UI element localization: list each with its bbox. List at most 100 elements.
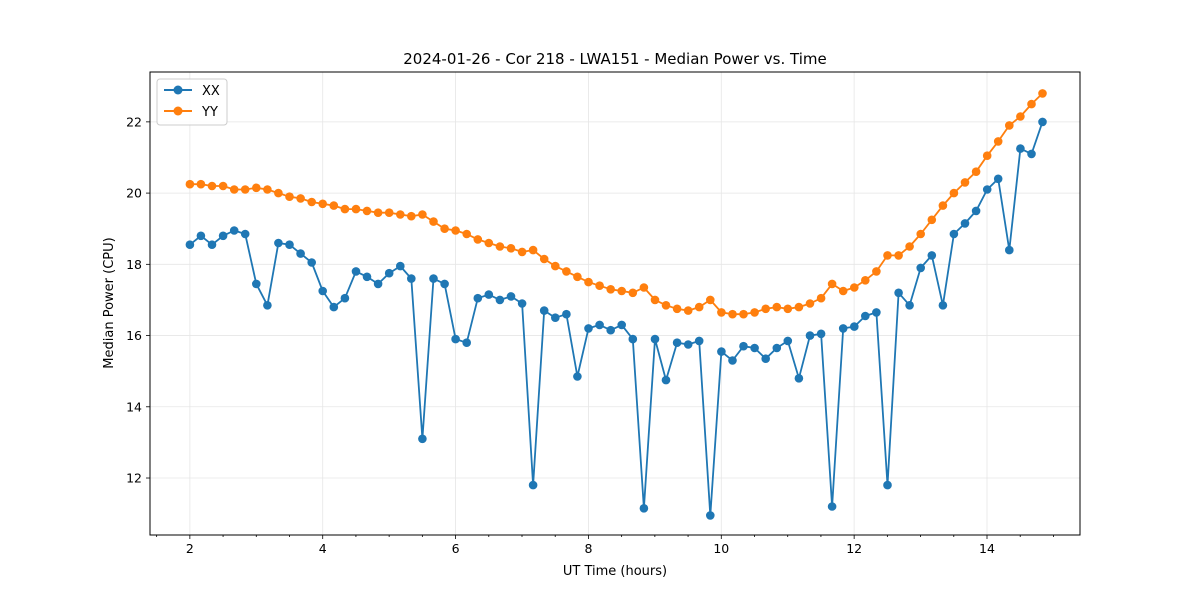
data-point-yy bbox=[285, 192, 294, 201]
data-point-xx bbox=[827, 502, 837, 511]
data-point-xx bbox=[329, 302, 339, 312]
data-point-xx bbox=[838, 324, 848, 333]
data-point-yy bbox=[772, 302, 782, 312]
data-point-xx bbox=[584, 324, 593, 333]
data-point-yy bbox=[329, 201, 339, 210]
data-point-xx bbox=[218, 231, 228, 241]
data-point-yy bbox=[451, 226, 460, 235]
x-axis-label: UT Time (hours) bbox=[563, 564, 667, 579]
data-point-yy bbox=[539, 254, 549, 264]
data-point-yy bbox=[905, 242, 914, 251]
data-point-xx bbox=[307, 258, 317, 267]
data-point-xx bbox=[451, 334, 460, 344]
data-point-yy bbox=[340, 204, 350, 214]
series-yy bbox=[185, 89, 1047, 319]
data-point-xx bbox=[407, 274, 416, 283]
data-point-xx bbox=[285, 240, 294, 249]
data-point-xx bbox=[617, 320, 626, 330]
data-point-xx bbox=[473, 293, 483, 303]
data-point-yy bbox=[717, 308, 726, 317]
data-point-yy bbox=[562, 267, 571, 276]
data-point-yy bbox=[949, 188, 959, 198]
x-tick-label: 14 bbox=[979, 541, 995, 556]
data-point-xx bbox=[207, 240, 217, 249]
data-point-yy bbox=[838, 286, 848, 296]
data-point-yy bbox=[617, 286, 626, 296]
data-point-yy bbox=[861, 276, 870, 285]
data-point-yy bbox=[850, 283, 859, 292]
data-point-yy bbox=[728, 309, 737, 319]
data-point-xx bbox=[606, 325, 615, 335]
data-point-yy bbox=[429, 217, 438, 226]
data-point-xx bbox=[694, 336, 704, 346]
data-point-yy bbox=[263, 185, 272, 194]
data-point-yy bbox=[517, 247, 527, 257]
data-point-yy bbox=[639, 283, 649, 292]
x-tick-label: 2 bbox=[186, 541, 194, 556]
data-point-yy bbox=[761, 304, 770, 314]
data-point-yy bbox=[484, 238, 494, 248]
data-point-xx bbox=[661, 375, 671, 385]
data-point-yy bbox=[916, 229, 925, 239]
data-point-yy bbox=[739, 309, 748, 319]
data-point-xx bbox=[318, 286, 328, 296]
data-point-yy bbox=[805, 299, 815, 308]
data-point-xx bbox=[573, 372, 582, 381]
data-point-xx bbox=[949, 229, 959, 239]
data-point-yy bbox=[229, 185, 239, 194]
legend: XX YY bbox=[156, 78, 228, 126]
data-point-yy bbox=[218, 181, 228, 191]
x-tick-label: 8 bbox=[584, 541, 592, 556]
data-point-xx bbox=[750, 343, 759, 353]
data-point-yy bbox=[573, 272, 582, 282]
y-tick-label: 16 bbox=[126, 328, 142, 343]
data-point-yy bbox=[783, 304, 793, 314]
data-point-yy bbox=[185, 179, 195, 189]
data-point-xx bbox=[971, 206, 981, 216]
data-point-xx bbox=[274, 238, 283, 248]
y-tick-label: 14 bbox=[126, 399, 142, 414]
data-point-yy bbox=[462, 229, 472, 239]
data-point-yy bbox=[938, 201, 948, 210]
data-point-xx bbox=[850, 322, 859, 331]
data-point-xx bbox=[650, 334, 660, 344]
data-point-xx bbox=[894, 288, 903, 298]
data-point-yy bbox=[274, 188, 283, 198]
data-point-xx bbox=[805, 331, 815, 340]
data-point-yy bbox=[384, 208, 394, 217]
data-point-xx bbox=[1016, 144, 1025, 153]
data-point-yy bbox=[683, 306, 693, 315]
y-tick-label: 20 bbox=[126, 186, 142, 201]
data-point-xx bbox=[429, 274, 438, 283]
data-point-xx bbox=[517, 299, 527, 308]
data-point-yy bbox=[495, 242, 505, 251]
data-point-yy bbox=[971, 167, 981, 176]
data-point-yy bbox=[307, 197, 317, 207]
data-point-xx bbox=[196, 231, 206, 241]
data-point-yy bbox=[551, 261, 560, 271]
data-point-xx bbox=[883, 480, 892, 490]
data-point-xx bbox=[251, 279, 261, 289]
x-axis: 2 4 6 8 10 12 14 bbox=[156, 535, 1054, 556]
data-point-xx bbox=[861, 311, 870, 321]
data-point-yy bbox=[296, 194, 305, 203]
data-point-yy bbox=[407, 211, 416, 221]
data-point-yy bbox=[362, 206, 372, 216]
data-point-yy bbox=[982, 151, 992, 160]
legend-marker-xx bbox=[173, 85, 183, 95]
data-point-xx bbox=[551, 313, 560, 323]
data-point-xx bbox=[960, 219, 970, 228]
data-point-yy bbox=[418, 210, 427, 219]
data-point-xx bbox=[263, 301, 272, 310]
data-point-xx bbox=[628, 334, 638, 344]
data-point-xx bbox=[506, 292, 516, 301]
series-xx bbox=[185, 117, 1047, 520]
chart-title: 2024-01-26 - Cor 218 - LWA151 - Median P… bbox=[403, 50, 827, 68]
data-point-xx bbox=[229, 226, 239, 235]
data-point-yy bbox=[473, 235, 483, 244]
data-point-xx bbox=[938, 301, 948, 310]
data-point-yy bbox=[794, 302, 804, 312]
data-point-xx bbox=[562, 309, 571, 319]
data-point-xx bbox=[351, 267, 361, 276]
data-point-yy bbox=[506, 244, 516, 253]
